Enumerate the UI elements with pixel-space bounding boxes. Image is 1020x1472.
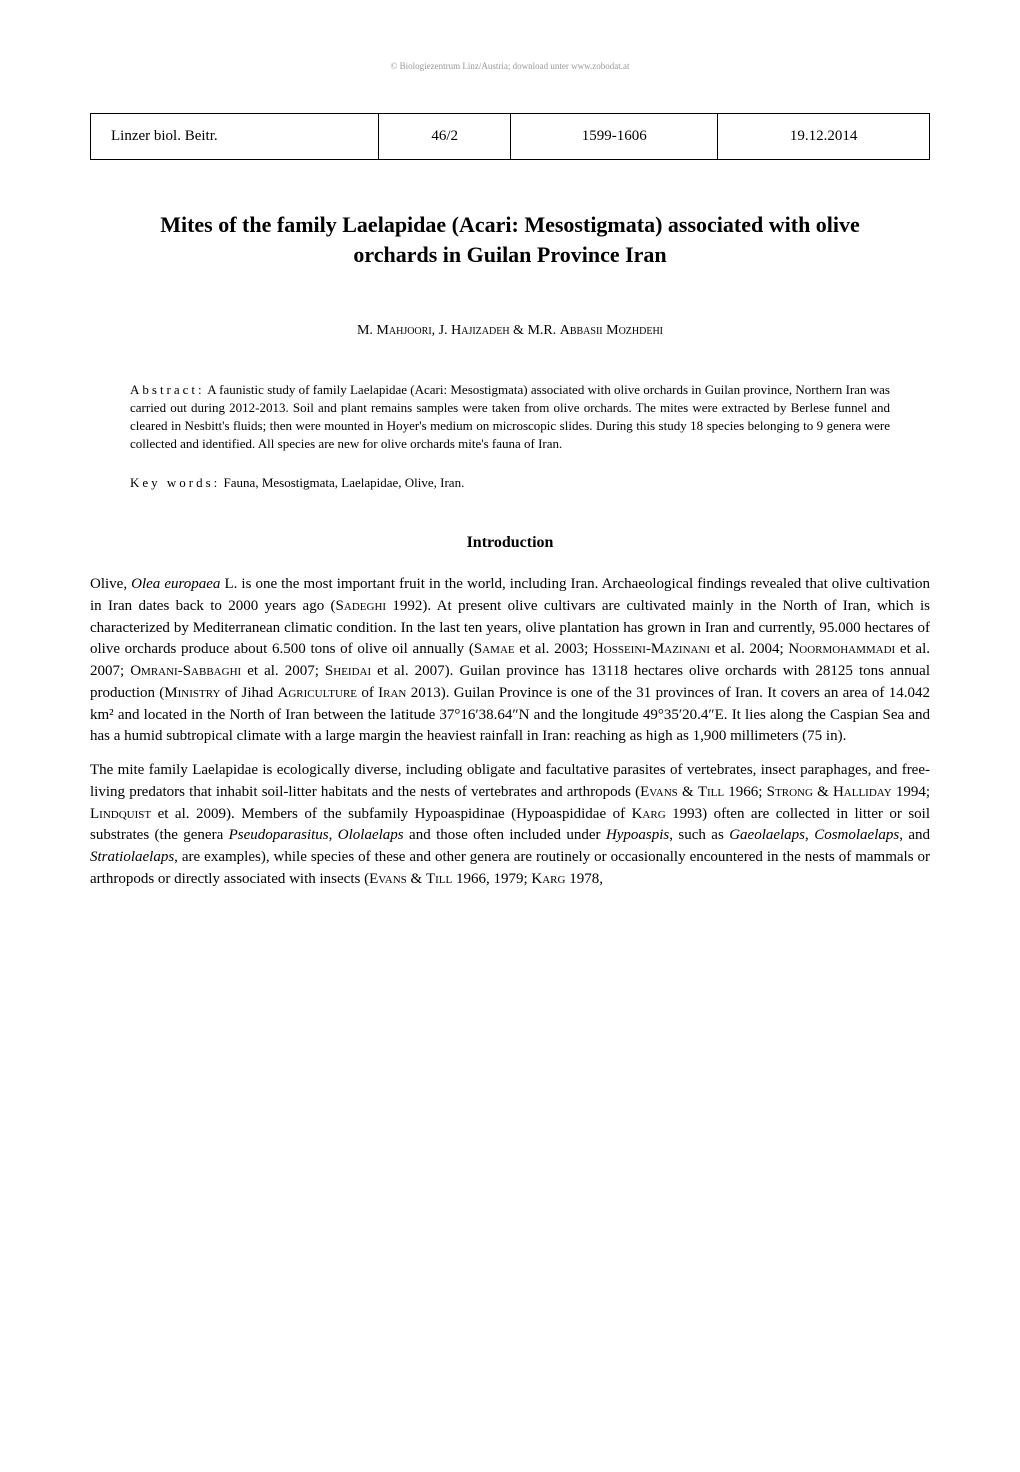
italic-text: Pseudoparasitus [229,827,329,843]
text-run: et al. 2004; [710,641,788,657]
text-run: and those often included under [404,827,606,843]
author-initials: M.R. [527,323,559,338]
author-separator: , [432,323,439,338]
text-run: & [407,871,426,887]
author-citation: Iran [378,685,406,701]
text-run: Olive, [90,576,131,592]
body-text: Olive, Olea europaea L. is one the most … [90,574,930,891]
volume-cell: 46/2 [379,113,511,159]
italic-text: Ololaelaps [338,827,404,843]
text-run: 1994; [892,784,930,800]
text-run: et al. 2003; [515,641,593,657]
italic-text: Olea europaea [131,576,220,592]
text-run: , [805,827,814,843]
author-surname: Mahjoori [376,323,431,338]
text-run: , [329,827,338,843]
page-title: Mites of the family Laelapidae (Acari: M… [120,210,900,272]
author-initials: J. [439,323,451,338]
author-initials: M. [357,323,376,338]
keywords-block: Key words: Fauna, Mesostigmata, Laelapid… [130,474,890,492]
authors-line: M. Mahjoori, J. Hajizadeh & M.R. Abbasii… [90,321,930,341]
italic-text: Cosmolaelaps [814,827,899,843]
paragraph: The mite family Laelapidae is ecological… [90,760,930,891]
section-heading: Introduction [90,532,930,554]
author-citation: Strong [767,784,813,800]
author-citation: Samae [474,641,515,657]
author-citation: Sadeghi [336,598,387,614]
abstract-label: Abstract: [130,382,205,397]
italic-text: Gaeolaelaps [729,827,805,843]
watermark-text: © Biologiezentrum Linz/Austria; download… [90,60,930,73]
text-run: & [813,784,833,800]
text-run: 1978, [565,871,603,887]
date-cell: 19.12.2014 [718,113,930,159]
italic-text: Stratiolaelaps [90,849,174,865]
text-run: of [357,685,378,701]
text-run: 1966, 1979; [452,871,531,887]
text-run: , and [899,827,930,843]
author-citation: Evans [369,871,407,887]
abstract-block: Abstract: A faunistic study of family La… [130,381,890,454]
author-citation: Karg [632,806,666,822]
keywords-text: Fauna, Mesostigmata, Laelapidae, Olive, … [220,475,464,490]
author-citation: Noormohammadi [788,641,895,657]
author-citation: Agriculture [278,685,358,701]
author-citation: Till [426,871,452,887]
header-table: Linzer biol. Beitr. 46/2 1599-1606 19.12… [90,113,930,160]
author-citation: Hosseini-Mazinani [593,641,710,657]
author-citation: Lindquist [90,806,151,822]
italic-text: Hypoaspis [606,827,669,843]
journal-cell: Linzer biol. Beitr. [91,113,379,159]
author-surname: Abbasii Mozhdehi [560,323,663,338]
pages-cell: 1599-1606 [511,113,718,159]
table-row: Linzer biol. Beitr. 46/2 1599-1606 19.12… [91,113,930,159]
author-citation: Evans [640,784,678,800]
text-run: & [678,784,698,800]
abstract-text: A faunistic study of family Laelapidae (… [130,382,890,452]
text-run: 1966; [724,784,767,800]
text-run: et al. 2007; [241,663,325,679]
text-run: , such as [669,827,729,843]
author-separator: & [510,323,528,338]
author-surname: Hajizadeh [451,323,509,338]
text-run: et al. 2009). Members of the subfamily H… [151,806,631,822]
author-citation: Ministry [164,685,220,701]
author-citation: Till [698,784,724,800]
author-citation: Sheidai [325,663,371,679]
author-citation: Omrani-Sabbaghi [130,663,241,679]
keywords-label: Key words: [130,475,220,490]
author-citation: Karg [531,871,565,887]
author-citation: Halliday [833,784,892,800]
paragraph: Olive, Olea europaea L. is one the most … [90,574,930,748]
text-run: of Jihad [220,685,277,701]
